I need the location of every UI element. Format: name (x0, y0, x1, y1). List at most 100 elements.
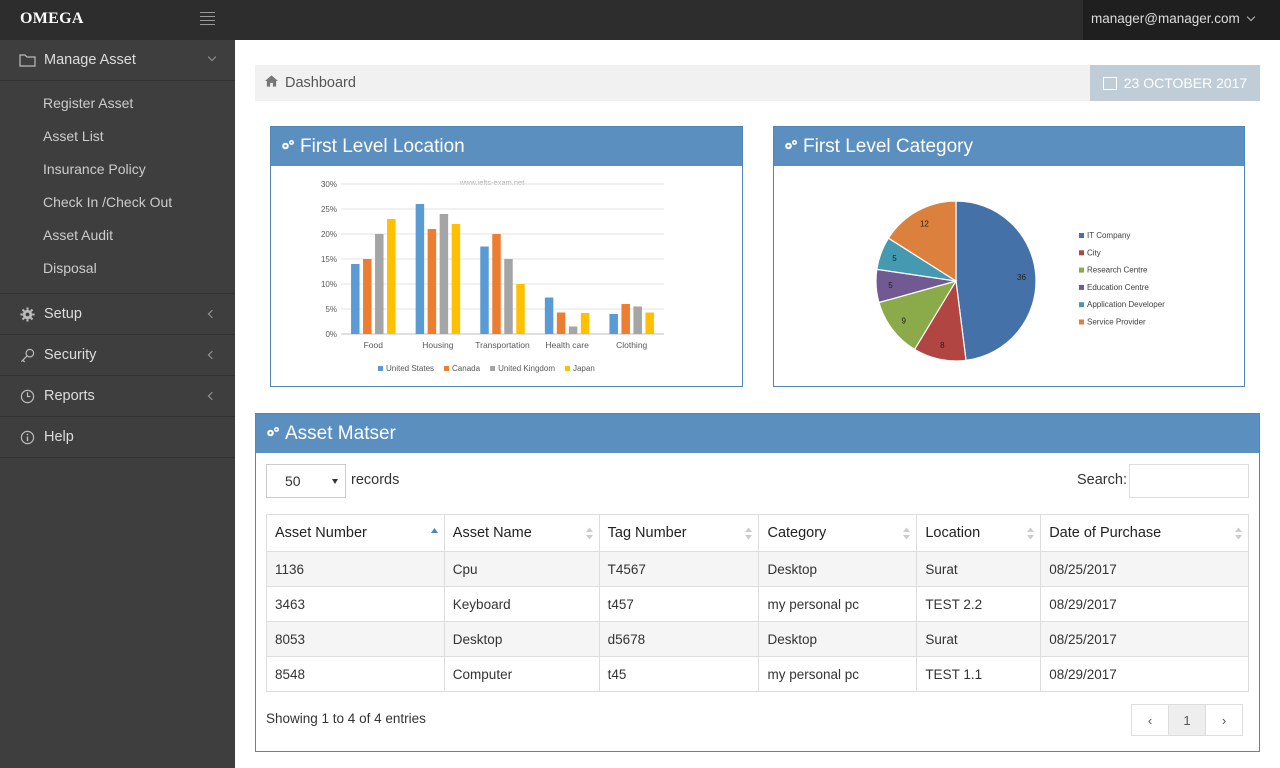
next-page-button[interactable]: › (1205, 704, 1243, 736)
bar (451, 224, 461, 334)
location-bar-chart: www.ielts-exam.net 0% 5% 10% 15% 20% 25% 30% Foo… (321, 178, 664, 373)
bar (633, 306, 642, 334)
table-body: 1136 Cpu T4567 Desktop Surat 08/25/2017 3463 Ke… (266, 551, 1249, 692)
table-row[interactable]: 1136 Cpu T4567 Desktop Surat 08/25/2017 (266, 551, 1249, 587)
y-tick-label: 5% (325, 305, 337, 314)
column-header-label: Asset Number (275, 525, 367, 541)
calendar-icon (1102, 76, 1117, 90)
column-header[interactable]: Location (916, 514, 1042, 552)
sort-icon (903, 527, 911, 540)
watermark: www.ielts-exam.net (459, 178, 526, 187)
data-label: 5 (888, 281, 893, 290)
home-icon[interactable] (265, 75, 278, 91)
legend-label: Application Developer (1087, 300, 1165, 309)
sidebar-item-label: Setup (44, 306, 82, 322)
bar (621, 304, 630, 334)
table-cell: Computer (443, 656, 600, 692)
table-cell: TEST 1.1 (916, 656, 1042, 692)
breadcrumb: Dashboard (255, 65, 1090, 101)
page-1-button[interactable]: 1 (1168, 704, 1206, 736)
column-header[interactable]: Tag Number (598, 514, 760, 552)
sidebar: Manage Asset Register Asset Asset List I… (0, 40, 235, 768)
panel-header: First Level Location (271, 127, 742, 166)
bar (580, 313, 590, 334)
sidebar-item-label: Reports (44, 388, 95, 404)
asset-master-panel: Asset Matser 50 records Search: Asset Nu… (255, 413, 1260, 752)
column-header[interactable]: Asset Number (266, 514, 445, 552)
sidebar-item-setup[interactable]: Setup (0, 294, 235, 335)
pie-slice (878, 280, 958, 351)
table-row[interactable]: 8053 Desktop d5678 Desktop Surat 08/25/2017 (266, 621, 1249, 657)
cogs-icon (266, 426, 280, 441)
y-tick-label: 15% (321, 255, 337, 264)
column-header[interactable]: Asset Name (443, 514, 600, 552)
chevron-left-icon (207, 309, 217, 319)
sort-up-arrow (1027, 527, 1035, 532)
y-tick-label: 30% (321, 180, 337, 189)
bar (351, 264, 360, 334)
table-row[interactable]: 8548 Computer t45 my personal pc TEST 1.1 08/… (266, 656, 1249, 692)
column-header[interactable]: Category (758, 514, 918, 552)
table-cell: Desktop (443, 621, 600, 657)
sidebar-item-reports[interactable]: Reports (0, 376, 235, 417)
category-pie-chart: 36 8 9 5 5 12 IT Company City Research Centre Edu… (875, 200, 1165, 362)
sort-up-arrow (903, 527, 911, 532)
table-cell: 8053 (266, 621, 445, 657)
sort-up-arrow (585, 527, 593, 532)
legend-swatch (1079, 319, 1084, 325)
sidebar-item-register-asset[interactable]: Register Asset (43, 95, 134, 111)
table-header-row: Asset Number Asset Name Tag Number Category… (266, 514, 1249, 552)
bar (492, 234, 501, 334)
sidebar-item-help[interactable]: Help (0, 417, 235, 458)
bar (415, 204, 425, 334)
table-cell: Surat (916, 551, 1042, 587)
search-input[interactable] (1129, 464, 1249, 498)
sidebar-item-security[interactable]: Security (0, 335, 235, 376)
table-row[interactable]: 3463 Keyboard t457 my personal pc TEST 2.2 08… (266, 586, 1249, 622)
bar (568, 326, 578, 334)
y-tick-label: 10% (321, 280, 337, 289)
sidebar-item-manage-asset[interactable]: Manage Asset (0, 40, 235, 81)
sidebar-item-asset-audit[interactable]: Asset Audit (43, 227, 114, 243)
legend-label: Education Centre (1087, 283, 1149, 292)
data-label: 5 (892, 254, 897, 263)
table-cell: Desktop (758, 621, 918, 657)
menu-toggle-icon[interactable] (200, 12, 215, 26)
key-icon (18, 347, 36, 363)
sort-up-arrow (1235, 527, 1242, 532)
legend-swatch (444, 366, 450, 371)
legend-swatch (490, 366, 496, 371)
panel-header: First Level Category (774, 127, 1244, 166)
category-panel: First Level Category 36 8 9 5 5 12 IT Company C… (773, 126, 1245, 387)
page-length-select[interactable]: 50 (266, 464, 346, 498)
legend-swatch (1079, 284, 1084, 290)
legend-label: United States (386, 364, 434, 373)
y-tick-label: 25% (321, 205, 337, 214)
app-logo[interactable]: OMEGA (20, 10, 84, 27)
sidebar-item-label: Help (44, 429, 74, 445)
table-cell: 08/29/2017 (1040, 656, 1249, 692)
chevron-left-icon (207, 350, 217, 360)
sort-down-arrow (903, 535, 911, 540)
table-cell: Surat (916, 621, 1042, 657)
table-cell: 08/25/2017 (1040, 621, 1249, 657)
panel-title: Asset Matser (285, 422, 396, 444)
sidebar-item-asset-list[interactable]: Asset List (43, 128, 104, 144)
table-cell: my personal pc (758, 656, 918, 692)
sidebar-item-label: Manage Asset (44, 52, 136, 68)
bar (480, 246, 489, 334)
sidebar-item-check-in-out[interactable]: Check In /Check Out (43, 194, 173, 210)
sidebar-item-insurance-policy[interactable]: Insurance Policy (43, 161, 146, 177)
previous-page-button[interactable]: ‹ (1131, 704, 1169, 736)
y-tick-label: 20% (321, 230, 337, 239)
column-header[interactable]: Date of Purchase (1040, 514, 1249, 552)
bar (645, 312, 654, 334)
x-tick-label: Housing (422, 340, 453, 350)
info-icon (18, 429, 36, 445)
bar (427, 229, 437, 334)
user-menu[interactable]: manager@manager.com (1083, 0, 1280, 40)
bar (363, 259, 372, 334)
table-info: Showing 1 to 4 of 4 entries (266, 711, 426, 726)
sidebar-item-disposal[interactable]: Disposal (43, 260, 97, 276)
data-label: 9 (902, 317, 907, 326)
